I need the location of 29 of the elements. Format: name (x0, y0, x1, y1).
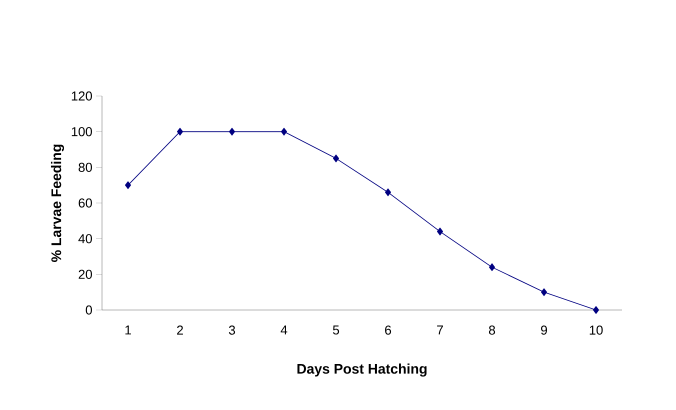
y-tick-label: 40 (78, 234, 92, 244)
point (228, 128, 236, 136)
point (437, 228, 444, 236)
point (489, 263, 496, 272)
y-tick-label: 60 (78, 198, 92, 208)
y-tick-label: 20 (78, 270, 92, 279)
y-axis-title: % Larvae Feeding (50, 144, 64, 262)
point (176, 128, 184, 136)
x-tick-label: 6 (385, 326, 392, 335)
point (593, 306, 600, 314)
point (332, 154, 340, 162)
x-tick-label: 7 (437, 326, 443, 334)
x-tick-label: 1 (125, 326, 131, 334)
x-axis-title: Days Post Hatching (297, 364, 427, 377)
x-tick-label: 10 (590, 326, 603, 335)
x-tick-label: 5 (332, 326, 340, 335)
point (541, 288, 548, 296)
y-tick-label: 80 (78, 162, 92, 172)
y-tick-label: 100 (72, 127, 92, 136)
x-tick-label: 4 (280, 326, 288, 334)
x-tick-label: 2 (177, 326, 183, 335)
point (124, 181, 132, 190)
x-tick-label: 8 (488, 326, 496, 335)
y-tick-label: 0 (86, 305, 92, 315)
x-tick-label: 9 (541, 326, 548, 335)
point (280, 128, 288, 136)
point (384, 188, 392, 196)
y-tick-label: 120 (72, 91, 92, 101)
x-tick-label: 3 (228, 326, 236, 335)
